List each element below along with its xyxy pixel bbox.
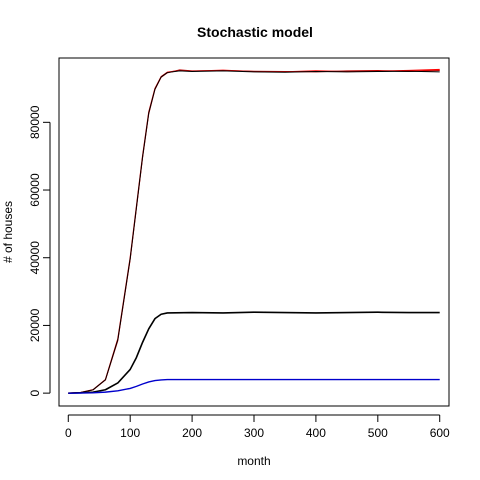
x-tick-label: 0 bbox=[65, 426, 72, 440]
y-axis: 0 20000 40000 60000 80000 bbox=[28, 105, 51, 396]
series-line-4 bbox=[68, 311, 440, 394]
x-tick-label: 100 bbox=[120, 426, 140, 440]
x-tick-label: 200 bbox=[182, 426, 202, 440]
chart-title: Stochastic model bbox=[197, 24, 313, 40]
y-tick-label: 80000 bbox=[28, 105, 42, 139]
series-layer bbox=[68, 68, 440, 394]
y-tick-label: 0 bbox=[28, 389, 42, 396]
plot-frame bbox=[58, 57, 450, 407]
x-axis: 0 100 200 300 400 500 600 bbox=[65, 414, 450, 440]
series-line-5 bbox=[68, 378, 440, 394]
y-axis-label: # of houses bbox=[1, 201, 15, 263]
y-tick-label: 20000 bbox=[28, 308, 42, 342]
y-tick-label: 40000 bbox=[28, 241, 42, 275]
x-tick-label: 300 bbox=[244, 426, 264, 440]
x-tick-label: 400 bbox=[306, 426, 326, 440]
series-line-3 bbox=[68, 70, 440, 394]
x-tick-label: 500 bbox=[368, 426, 388, 440]
x-axis-label: month bbox=[237, 454, 270, 468]
x-tick-label: 600 bbox=[430, 426, 450, 440]
y-tick-label: 60000 bbox=[28, 173, 42, 207]
